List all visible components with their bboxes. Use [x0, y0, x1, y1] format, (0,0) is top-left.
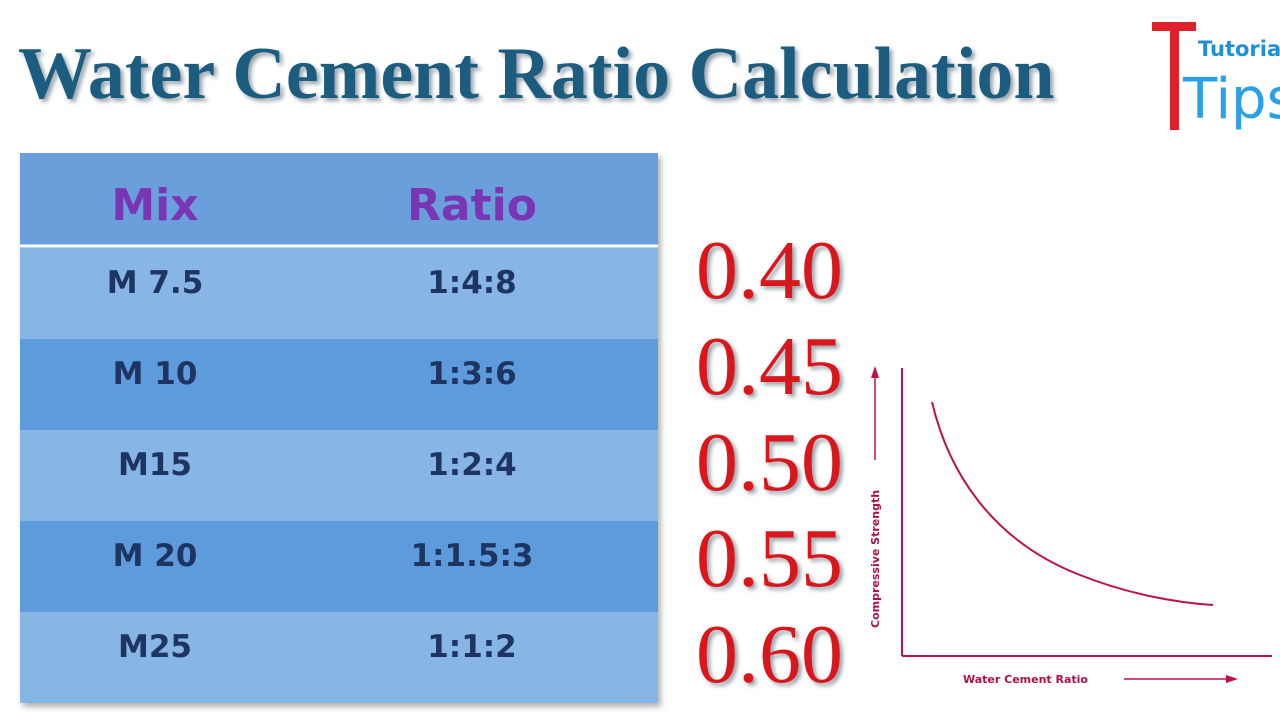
ratio-value: 0.40 [696, 224, 843, 317]
table-row [20, 248, 658, 339]
logo-stem [1170, 22, 1179, 130]
table-cell: M 10 [113, 356, 198, 392]
table-cell: M 20 [113, 538, 198, 574]
x-axis-label: Water Cement Ratio [963, 673, 1088, 686]
ratio-value: 0.55 [696, 512, 843, 605]
table-row [20, 612, 658, 703]
table-row [20, 430, 658, 521]
x-arrow-head [1226, 675, 1238, 683]
title: Water Cement Ratio Calculation [18, 33, 1055, 115]
table-row [20, 521, 658, 612]
logo-bottom: Tips [1182, 67, 1280, 132]
table: Mix Ratio M 7.5 1:4:8 M 10 1:3:6 M15 1:2:4 M 20 1… [20, 153, 658, 703]
curve [931, 401, 1214, 606]
column-header: Mix [111, 180, 198, 231]
logo: Tutorials Tips [1152, 22, 1280, 132]
table-cell: 1:1:2 [427, 629, 517, 665]
y-axis-label: Compressive Strength [869, 490, 882, 628]
table-cell: 1:4:8 [427, 265, 517, 301]
column-header: Ratio [407, 180, 537, 231]
graph: Compressive Strength Water Cement Ratio [869, 366, 1272, 686]
table-cell: 1:3:6 [427, 356, 517, 392]
table-cell: M15 [118, 447, 192, 483]
logo-top: Tutorials [1198, 37, 1280, 61]
ratio-value: 0.50 [696, 416, 843, 509]
table-cell: 1:2:4 [427, 447, 517, 483]
table-cell: M 7.5 [107, 265, 204, 301]
ratio-value: 0.60 [696, 608, 843, 701]
ratio-list: 0.400.450.500.550.60 [696, 224, 843, 701]
table-cell: 1:1.5:3 [411, 538, 534, 574]
table-row [20, 339, 658, 430]
table-cell: M25 [118, 629, 192, 665]
y-arrow-head [871, 366, 879, 378]
ratio-value: 0.45 [696, 320, 843, 413]
